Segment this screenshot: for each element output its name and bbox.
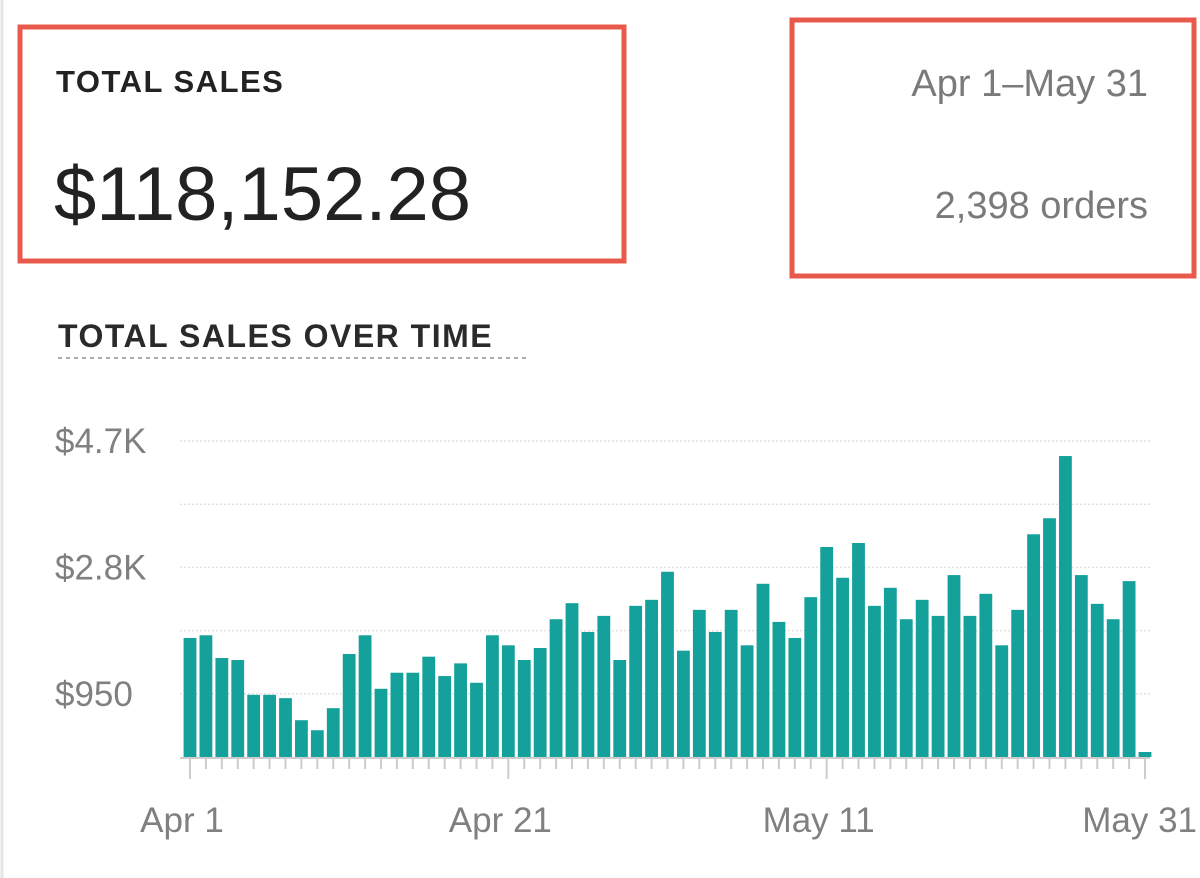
bar bbox=[804, 597, 818, 757]
bar bbox=[454, 663, 467, 757]
bar bbox=[215, 658, 229, 757]
bar bbox=[677, 650, 690, 757]
bar bbox=[1122, 581, 1136, 757]
bar bbox=[295, 720, 308, 757]
bar bbox=[247, 694, 261, 757]
date-range: Apr 1–May 31 bbox=[911, 63, 1148, 105]
bar bbox=[565, 603, 579, 757]
bar bbox=[310, 730, 324, 757]
bar bbox=[868, 605, 881, 757]
bar bbox=[581, 631, 595, 757]
bar bbox=[358, 635, 372, 757]
bar bbox=[390, 672, 404, 757]
summary-value: $118,152.28 bbox=[54, 152, 471, 237]
bar bbox=[756, 583, 770, 757]
bar bbox=[1043, 518, 1056, 757]
bar bbox=[629, 605, 643, 757]
bar bbox=[1011, 609, 1025, 757]
bar bbox=[931, 615, 945, 757]
chart-title: TOTAL SALES OVER TIME bbox=[58, 318, 493, 354]
bar bbox=[899, 619, 913, 757]
bar bbox=[374, 688, 388, 757]
bar bbox=[486, 635, 499, 757]
bar bbox=[470, 682, 483, 757]
bar bbox=[708, 631, 722, 757]
bar bbox=[279, 698, 292, 757]
bar bbox=[915, 599, 929, 757]
bar bbox=[1027, 534, 1040, 757]
y-tick-label: $4.7K bbox=[55, 422, 146, 461]
bar bbox=[963, 615, 977, 757]
bar bbox=[533, 647, 547, 757]
bar bbox=[1106, 619, 1120, 757]
x-tick-label: May 31 bbox=[1082, 801, 1197, 840]
bar bbox=[820, 547, 834, 757]
y-tick-label: $2.8K bbox=[55, 548, 146, 587]
bar bbox=[613, 660, 627, 757]
bar bbox=[1138, 751, 1152, 757]
bar bbox=[661, 571, 674, 757]
bar bbox=[549, 619, 563, 757]
bar bbox=[517, 660, 531, 757]
bar bbox=[645, 599, 658, 757]
bar bbox=[342, 654, 356, 757]
bar bbox=[995, 645, 1009, 757]
bar bbox=[597, 615, 611, 757]
x-tick-label: Apr 21 bbox=[449, 801, 552, 840]
bar bbox=[788, 637, 802, 757]
bar bbox=[772, 621, 786, 757]
bar bbox=[883, 587, 897, 757]
bar bbox=[947, 575, 961, 757]
bar bbox=[231, 660, 245, 757]
bar bbox=[1090, 603, 1104, 757]
bar bbox=[199, 635, 213, 757]
order-count: 2,398 orders bbox=[935, 185, 1148, 227]
y-tick-label: $950 bbox=[55, 675, 133, 714]
bar bbox=[740, 645, 754, 757]
bar bbox=[406, 672, 420, 757]
bar bbox=[852, 542, 865, 757]
summary-label: TOTAL SALES bbox=[56, 64, 284, 99]
x-tick-label: Apr 1 bbox=[140, 801, 224, 840]
highlight-box bbox=[17, 24, 627, 264]
bar bbox=[422, 656, 436, 757]
bar bbox=[1074, 575, 1088, 757]
highlight-box bbox=[789, 17, 1197, 279]
bar bbox=[263, 694, 276, 757]
bar bbox=[326, 708, 340, 757]
x-tick-label: May 11 bbox=[763, 801, 875, 840]
bar bbox=[438, 676, 452, 757]
bar bbox=[724, 609, 738, 757]
bar bbox=[501, 645, 515, 757]
bar bbox=[1059, 456, 1072, 757]
bar bbox=[692, 609, 706, 757]
bar bbox=[979, 593, 993, 757]
bar bbox=[836, 577, 849, 757]
bar bbox=[183, 637, 197, 757]
